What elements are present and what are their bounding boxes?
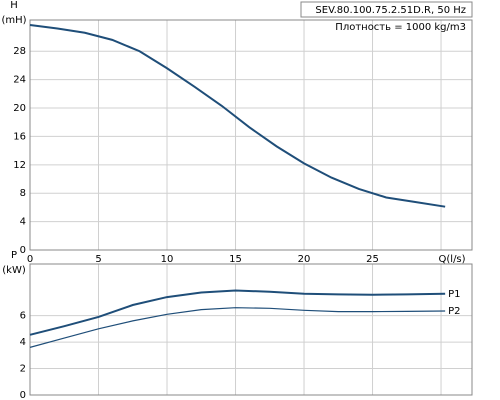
x-tick-label: 20 xyxy=(298,254,311,265)
y-tick-label: 2 xyxy=(20,364,26,375)
series-label: P1 xyxy=(448,289,460,300)
annotation: SEV.80.100.75.2.51D.R, 50 Hz xyxy=(315,5,466,16)
y-tick-label: 0 xyxy=(20,390,26,400)
y-tick-label: 12 xyxy=(13,160,26,171)
y-tick-label: 16 xyxy=(13,131,26,142)
x-tick-label: 10 xyxy=(161,254,174,265)
plot-frame xyxy=(29,19,473,251)
info-box xyxy=(300,1,473,18)
x-tick-label: 25 xyxy=(366,254,379,265)
plot-frame xyxy=(29,263,473,396)
y-axis-title: P xyxy=(11,250,17,261)
y-tick-label: 0 xyxy=(20,245,26,256)
curve xyxy=(29,23,446,208)
y-tick-label: 20 xyxy=(13,103,26,114)
y-axis-title: (kW) xyxy=(2,265,26,276)
annotation: Плотность = 1000 kg/m3 xyxy=(335,22,466,33)
x-tick-label: Q(l/s) xyxy=(439,254,466,265)
curve xyxy=(29,307,446,348)
x-tick-label: 15 xyxy=(229,254,242,265)
y-tick-label: 24 xyxy=(13,75,26,86)
y-tick-label: 4 xyxy=(20,217,26,228)
x-tick-label: 0 xyxy=(27,254,33,265)
series-label: P2 xyxy=(448,306,460,317)
y-axis-title: H xyxy=(10,0,18,11)
y-axis-title: (mH) xyxy=(1,15,26,26)
y-tick-label: 4 xyxy=(20,337,26,348)
y-tick-label: 6 xyxy=(20,311,26,322)
x-tick-label: 5 xyxy=(95,254,101,265)
y-tick-label: 8 xyxy=(20,188,26,199)
y-tick-label: 28 xyxy=(13,46,26,57)
curve xyxy=(29,289,446,336)
